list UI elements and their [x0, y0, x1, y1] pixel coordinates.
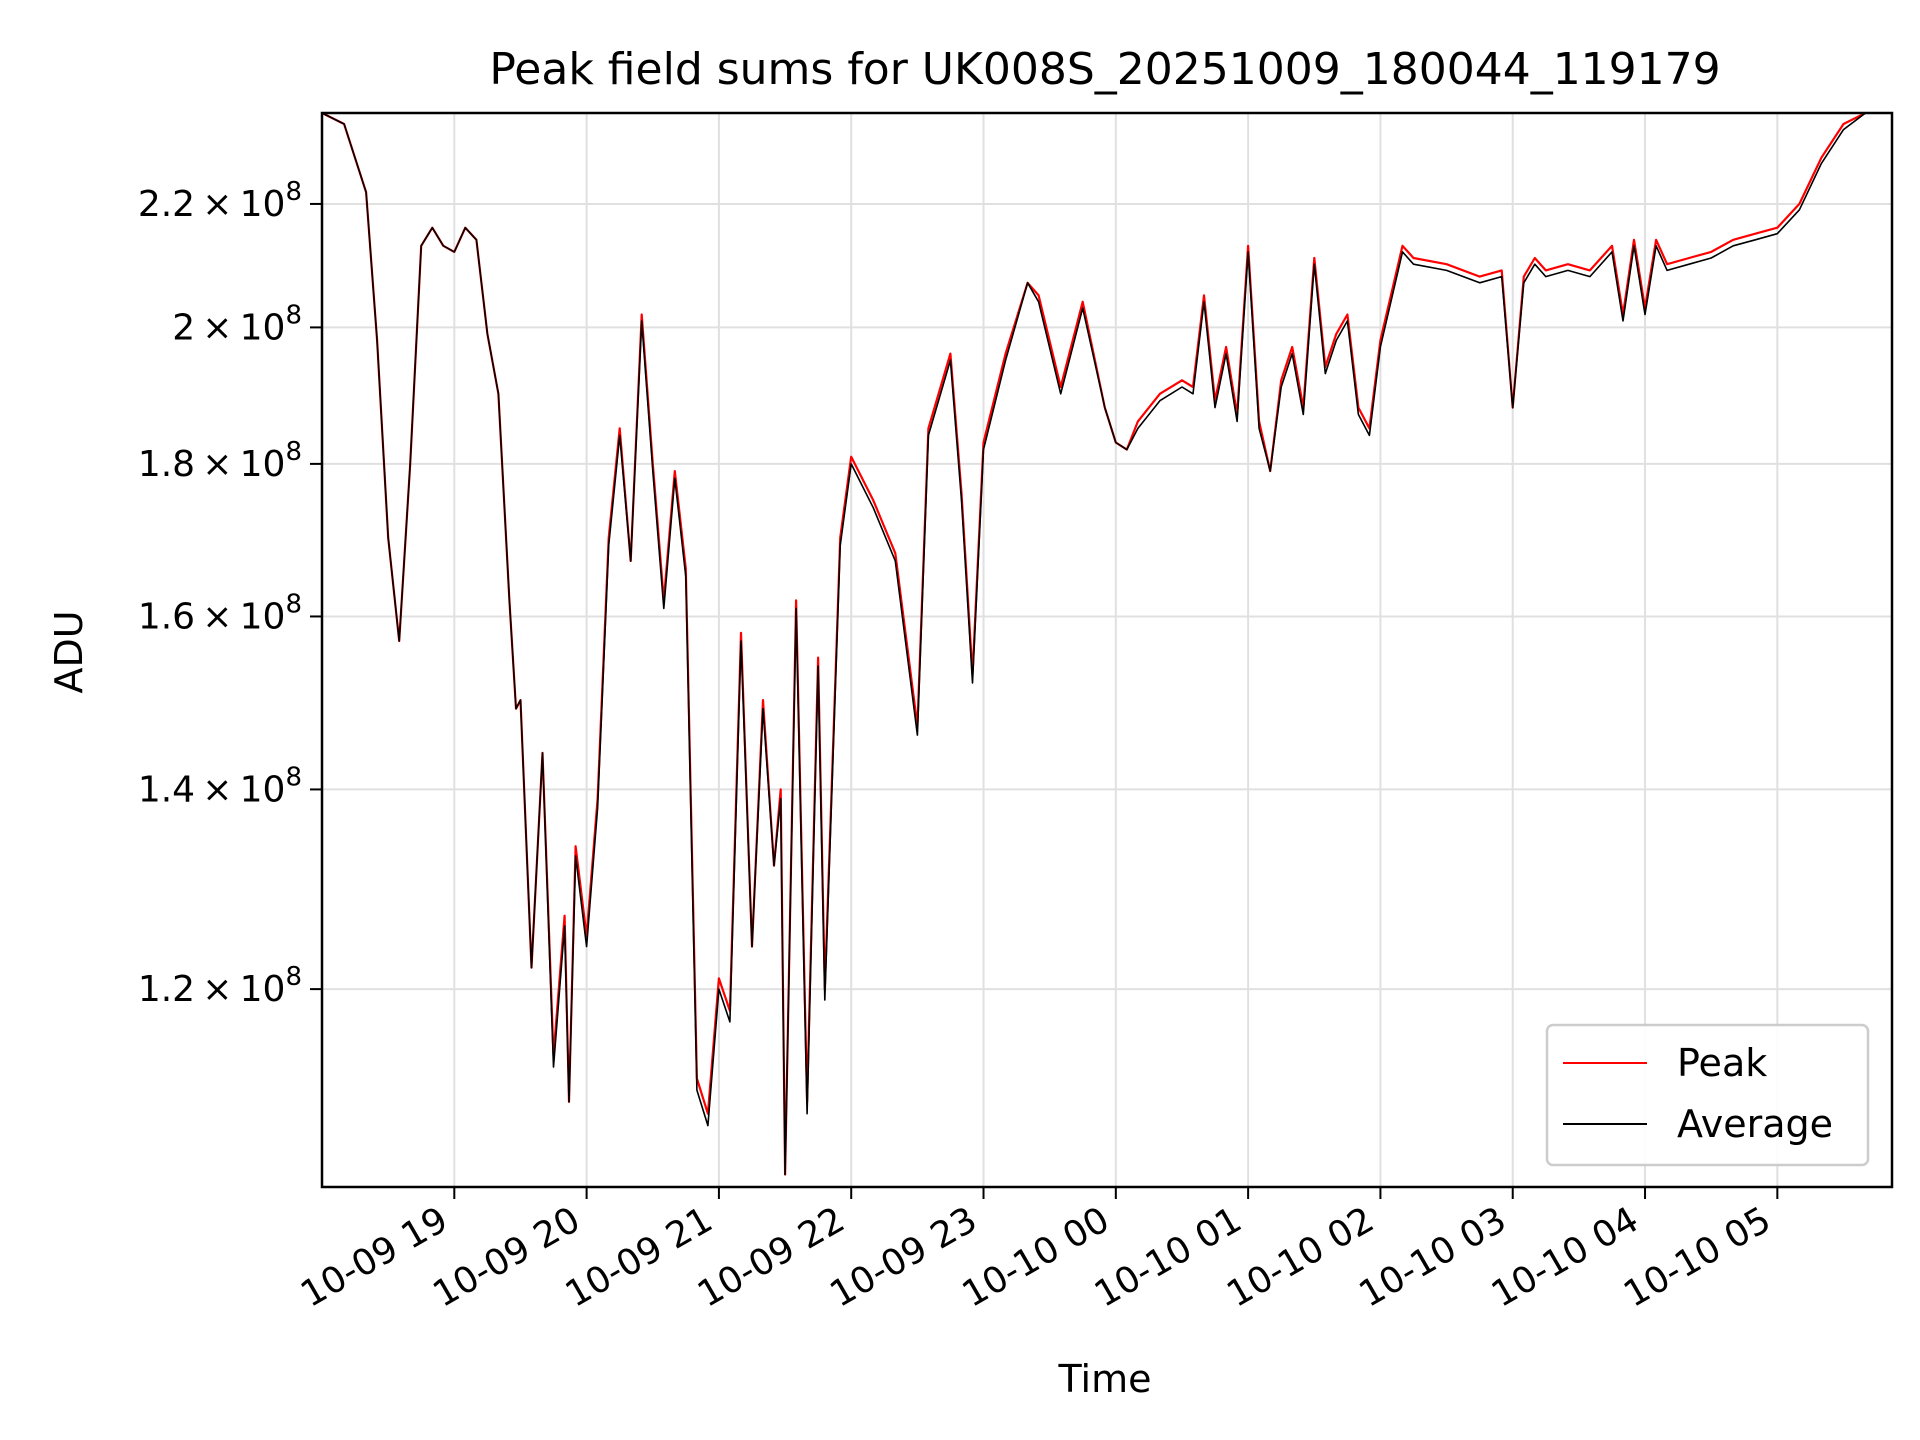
series-group	[321, 112, 1866, 1176]
x-tick-label: 10-09 21	[559, 1199, 720, 1315]
y-tick-exponent: 8	[285, 437, 302, 467]
y-tick-label: 1.4 × 108	[138, 762, 302, 810]
y-tick-base: 10	[240, 307, 286, 348]
chart-title: Peak field sums for UK008S_20251009_1800…	[489, 44, 1720, 95]
plot-area	[320, 111, 1894, 1189]
x-tick-label: 10-10 03	[1353, 1199, 1514, 1315]
y-tick-exponent: 8	[285, 762, 302, 792]
y-tick-base: 10	[240, 969, 286, 1010]
y-tick-mantissa: 2.2	[138, 184, 195, 225]
y-tick-label: 1.2 × 108	[138, 962, 302, 1010]
y-tick-exponent: 8	[285, 300, 302, 330]
y-tick-times: ×	[195, 184, 240, 225]
y-tick-exponent: 8	[285, 589, 302, 619]
x-tick-label: 10-10 00	[956, 1199, 1117, 1315]
y-tick-exponent: 8	[285, 962, 302, 992]
x-tick-label: 10-09 23	[823, 1199, 984, 1315]
legend-label-peak: Peak	[1677, 1041, 1767, 1085]
y-tick-label: 1.6 × 108	[138, 589, 302, 637]
x-tick-label: 10-09 19	[294, 1199, 455, 1315]
series-line-average	[321, 112, 1866, 1176]
x-tick-label: 10-10 05	[1617, 1199, 1778, 1315]
y-tick-exponent: 8	[285, 177, 302, 207]
x-tick-label: 10-10 02	[1220, 1199, 1381, 1315]
y-tick-base: 10	[240, 596, 286, 637]
grid	[322, 113, 1892, 1187]
x-tick-label: 10-09 22	[691, 1199, 852, 1315]
x-tick-label: 10-09 20	[426, 1199, 587, 1315]
y-tick-label: 2 × 108	[172, 300, 302, 348]
legend-box	[1545, 1023, 1870, 1167]
y-tick-times: ×	[195, 596, 240, 637]
x-tick-label: 10-10 04	[1485, 1199, 1646, 1315]
y-tick-times: ×	[195, 969, 240, 1010]
legend-label-average: Average	[1677, 1102, 1833, 1146]
y-axis-label: ADU	[47, 610, 91, 693]
y-tick-mantissa: 1.8	[138, 444, 195, 485]
legend: Peak Average	[1545, 1023, 1870, 1167]
y-tick-times: ×	[195, 769, 240, 810]
y-tick-mantissa: 1.6	[138, 596, 195, 637]
series-line-peak	[321, 112, 1866, 1176]
y-tick-base: 10	[240, 444, 286, 485]
y-tick-mantissa: 1.2	[138, 969, 195, 1010]
y-tick-label: 1.8 × 108	[138, 437, 302, 485]
y-tick-mantissa: 2	[172, 307, 195, 348]
x-tick-label: 10-10 01	[1088, 1199, 1249, 1315]
y-tick-times: ×	[195, 307, 240, 348]
y-tick-label: 2.2 × 108	[138, 177, 302, 225]
y-tick-base: 10	[240, 184, 286, 225]
y-tick-times: ×	[195, 444, 240, 485]
y-tick-mantissa: 1.4	[138, 769, 195, 810]
y-tick-base: 10	[240, 769, 286, 810]
x-axis-label: Time	[1058, 1357, 1152, 1401]
